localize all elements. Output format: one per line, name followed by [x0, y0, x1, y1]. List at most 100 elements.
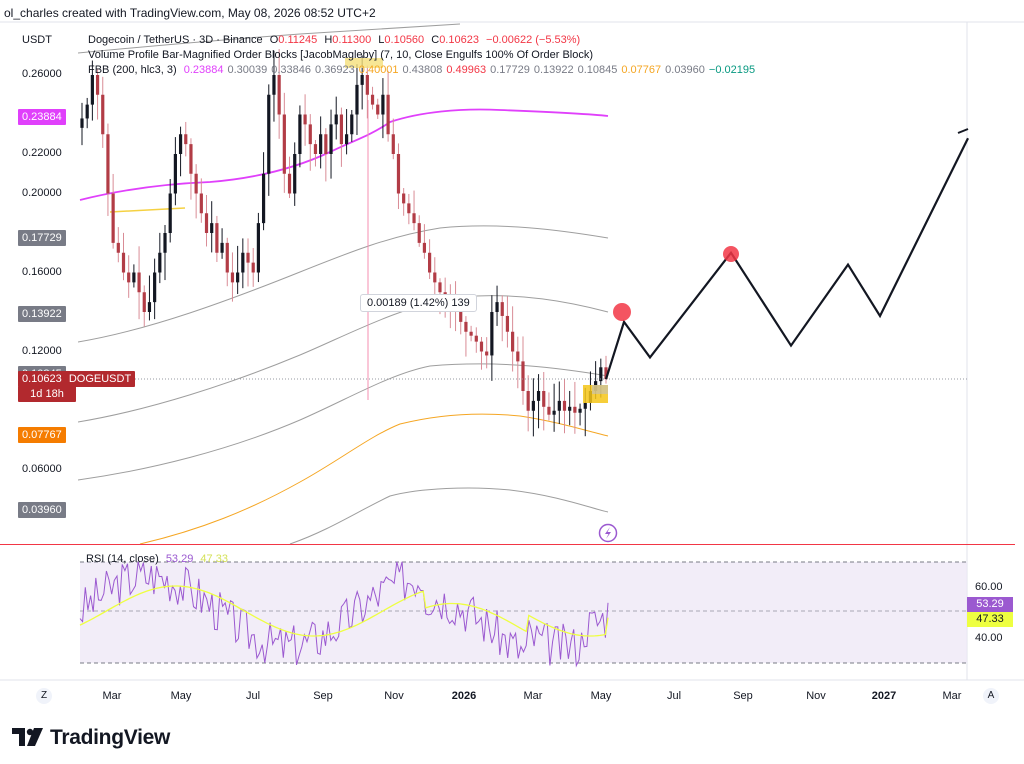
candle-body [267, 94, 271, 174]
candle-body [542, 391, 546, 407]
fbb-upper-band [78, 23, 461, 54]
candle-body [547, 406, 551, 415]
candle-body [204, 213, 209, 233]
candle-body [80, 118, 84, 128]
candle-body [583, 402, 587, 409]
candle-body [344, 134, 349, 145]
axis-corner-left-button[interactable]: Z [36, 688, 52, 704]
candle-body [412, 213, 416, 224]
projection-point-1 [613, 303, 631, 321]
candle-body [464, 321, 468, 332]
fbb-value: 0.49963 [446, 64, 487, 76]
candle-body [194, 173, 198, 194]
price-badge: 0.03960 [18, 502, 66, 519]
price-tick: 0.20000 [22, 186, 62, 199]
fbb-value: 0.43808 [402, 64, 443, 76]
candle-body [536, 391, 541, 401]
fbb-value: 0.33846 [271, 64, 312, 76]
axis-corner-right-button[interactable]: A [983, 688, 999, 704]
time-tick: Sep [733, 690, 753, 702]
rsi-ma-badge: 47.33 [967, 612, 1013, 627]
fbb-values: 0.23884 0.30039 0.33846 0.36923 0.40001 0.438… [184, 64, 759, 76]
time-tick: Jul [245, 690, 261, 702]
lightning-icon [598, 523, 618, 543]
candle-body [319, 134, 323, 154]
candle-body [101, 94, 105, 135]
time-tick: May [590, 690, 612, 702]
candle-body [329, 124, 333, 154]
candle-body [531, 400, 535, 411]
open-value: 0.11245 [278, 34, 318, 46]
candle-body [396, 154, 401, 194]
time-tick: Mar [942, 690, 962, 702]
price-badge: 0.07767 [18, 427, 66, 444]
candle-body [142, 292, 146, 312]
rsi-label: RSI (14, close) [86, 553, 159, 565]
candle-body [511, 331, 515, 352]
candle-body [562, 400, 567, 411]
candle-body [230, 272, 235, 283]
symbol-badge: DOGEUSDT [65, 372, 132, 385]
fbb-label: FBB (200, hlc3, 3) [88, 64, 177, 76]
candle-body [495, 302, 499, 312]
candle-body [168, 193, 172, 233]
candle-body [490, 312, 494, 356]
candle-body [386, 94, 390, 135]
candle-body [573, 406, 577, 413]
candle-body [251, 262, 255, 273]
rsi-tick-60: 60.00 [975, 581, 1003, 593]
time-tick: 2027 [871, 690, 897, 702]
candle-body [438, 282, 442, 293]
rsi-header[interactable]: RSI (14, close) 53.29 47.33 [86, 553, 232, 565]
candle-body [599, 367, 603, 382]
attribution-text: ol_charles created with TradingView.com,… [4, 6, 376, 20]
tradingview-logo-icon [12, 728, 43, 746]
price-badge: 0.17729 [18, 230, 66, 247]
fbb-band-077 [139, 413, 609, 544]
candle-body [417, 223, 421, 243]
candle-body [557, 400, 561, 411]
candle-body [116, 242, 120, 253]
candle-body [199, 193, 203, 214]
candle-body [220, 242, 224, 253]
candle-body [324, 134, 328, 154]
candle-body [272, 75, 276, 95]
candle-body [298, 114, 302, 154]
candle-body [277, 75, 281, 115]
candle-body [287, 173, 292, 194]
candle-body [578, 408, 582, 413]
candle-body [516, 351, 520, 362]
rsi-line [79, 561, 609, 668]
candle-body [90, 75, 94, 105]
fbb-value: 0.36923 [315, 64, 355, 76]
time-tick: Mar [523, 690, 543, 702]
price-badge-value: 0.17729 [22, 232, 62, 245]
rsi-badge: 53.29 [967, 597, 1013, 612]
price-badge-value: 0.03960 [22, 504, 62, 517]
candles [80, 49, 608, 437]
symbol-name[interactable]: Dogecoin / TetherUS · 3D · Binance [88, 34, 263, 46]
candle-body [479, 341, 484, 352]
fbb-basis [79, 108, 609, 201]
price-badge-value: 0.13922 [22, 307, 62, 320]
candle-body [604, 367, 608, 380]
candle-body [261, 173, 266, 224]
candle-body [376, 104, 380, 115]
fbb-band-108 [78, 363, 609, 481]
rsi-ma-line [79, 585, 609, 637]
candle-body [350, 114, 354, 135]
fbb-line[interactable]: FBB (200, hlc3, 3) 0.23884 0.30039 0.33846… [88, 64, 763, 76]
tradingview-logo[interactable]: TradingView [12, 724, 170, 752]
candle-body [459, 312, 463, 322]
candle-body [313, 144, 318, 154]
candle-body [365, 75, 369, 95]
time-tick: Nov [806, 690, 826, 702]
indicator-line[interactable]: Volume Profile Bar-Magnified Order Block… [88, 49, 594, 61]
price-tick: 0.12000 [22, 344, 62, 357]
candle-body [241, 252, 245, 273]
order-block-line [109, 207, 186, 213]
candle-body [158, 252, 162, 273]
projection-point-2 [723, 246, 739, 262]
candle-body [137, 272, 141, 293]
